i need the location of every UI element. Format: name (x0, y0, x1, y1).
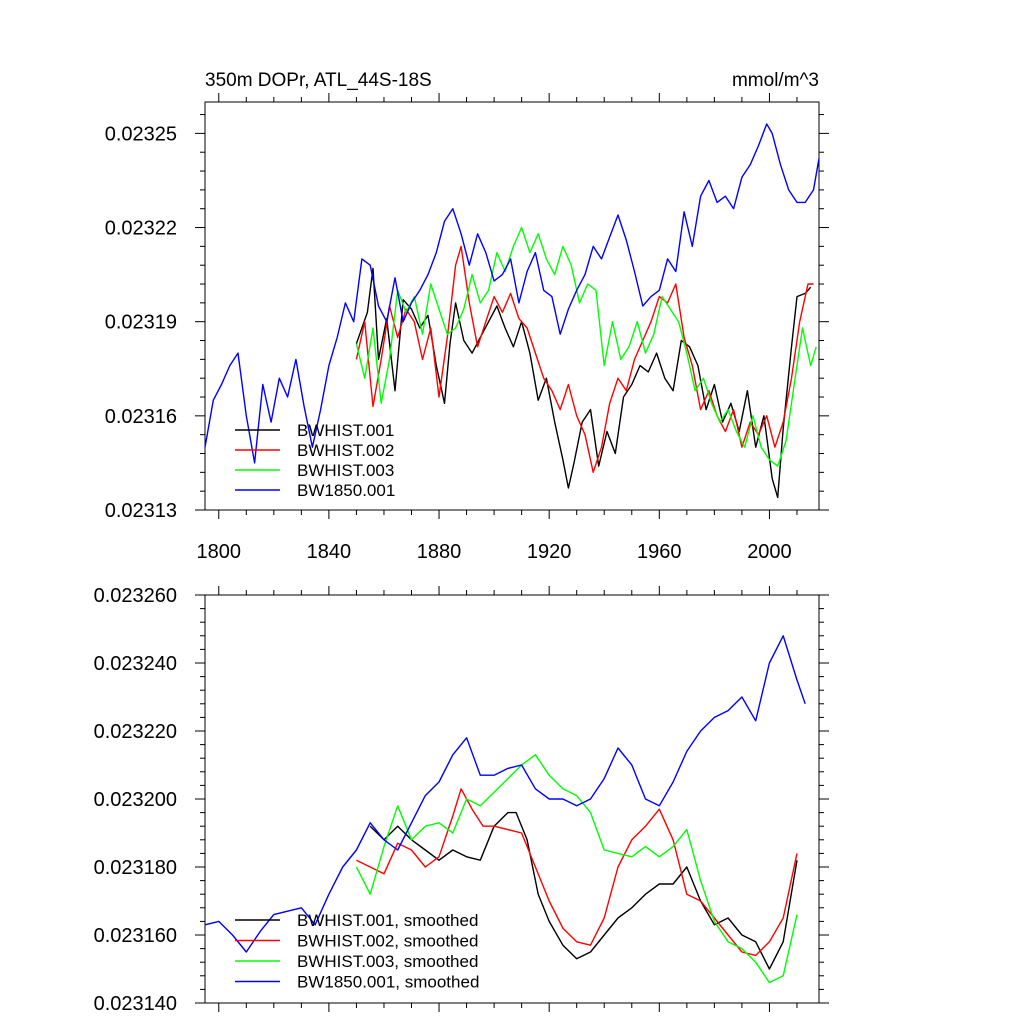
bottom-series (204, 635, 806, 984)
x-tick-label: 1800 (197, 541, 242, 563)
y-tick-label: 0.02319 (105, 312, 177, 334)
y-tick-label: 0.023260 (94, 585, 177, 607)
legend-label: BWHIST.001 (297, 421, 394, 440)
legend-label: BW1850.001 (297, 481, 395, 500)
top-ticks: 1800 1840 1880 1920 1960 2000 0.02313 0.02316 0.… (105, 93, 829, 563)
y-tick-label: 0.023200 (94, 789, 177, 811)
x-tick-label: 1960 (637, 541, 682, 563)
series-line-bwhist-003 (355, 226, 817, 467)
series-line-bwhist-002-smoothed (356, 788, 798, 957)
bottom-legend: BWHIST.001, smoothed BWHIST.002, smoothed… (235, 911, 479, 992)
top-series (204, 123, 820, 499)
series-line-bwhist-002 (355, 245, 814, 473)
legend-label: BWHIST.001, smoothed (297, 911, 478, 930)
series-line-bwhist-001 (355, 267, 812, 499)
x-tick-label: 1880 (417, 541, 462, 563)
series-line-bwhist-003-smoothed (355, 754, 798, 984)
x-tick-label: 1920 (527, 541, 572, 563)
y-tick-label: 0.023160 (94, 925, 177, 947)
y-tick-label: 0.023140 (94, 993, 177, 1015)
top-title-right: mmol/m^3 (732, 70, 819, 91)
top-title-left: 350m DOPr, ATL_44S-18S (205, 70, 432, 91)
bottom-panel: 0.023140 0.023160 0.023180 0.023200 0.023220… (94, 585, 829, 1015)
series-line-bw1850-001-smoothed (204, 635, 806, 953)
y-tick-label: 0.023220 (94, 721, 177, 743)
bottom-ticks: 0.023140 0.023160 0.023180 0.023200 0.023220… (94, 585, 829, 1015)
y-tick-label: 0.02325 (105, 123, 177, 145)
legend-label: BWHIST.002, smoothed (297, 932, 478, 951)
x-tick-label: 2000 (747, 541, 792, 563)
series-line-bw1850-001 (204, 123, 820, 464)
y-tick-label: 0.023180 (94, 857, 177, 879)
y-tick-label: 0.02313 (105, 500, 177, 522)
legend-label: BWHIST.003 (297, 461, 394, 480)
top-panel: 350m DOPr, ATL_44S-18S mmol/m^3 1800 1840… (105, 70, 829, 563)
legend-label: BWHIST.003, smoothed (297, 952, 478, 971)
legend-label: BWHIST.002 (297, 441, 394, 460)
top-plot-frame (204, 101, 820, 511)
series-line-bwhist-001-smoothed (369, 811, 798, 970)
legend-label: BW1850.001, smoothed (297, 973, 479, 992)
x-tick-label: 1840 (307, 541, 352, 563)
y-tick-label: 0.023240 (94, 653, 177, 675)
y-tick-label: 0.02322 (105, 218, 177, 240)
y-tick-label: 0.02316 (105, 406, 177, 428)
